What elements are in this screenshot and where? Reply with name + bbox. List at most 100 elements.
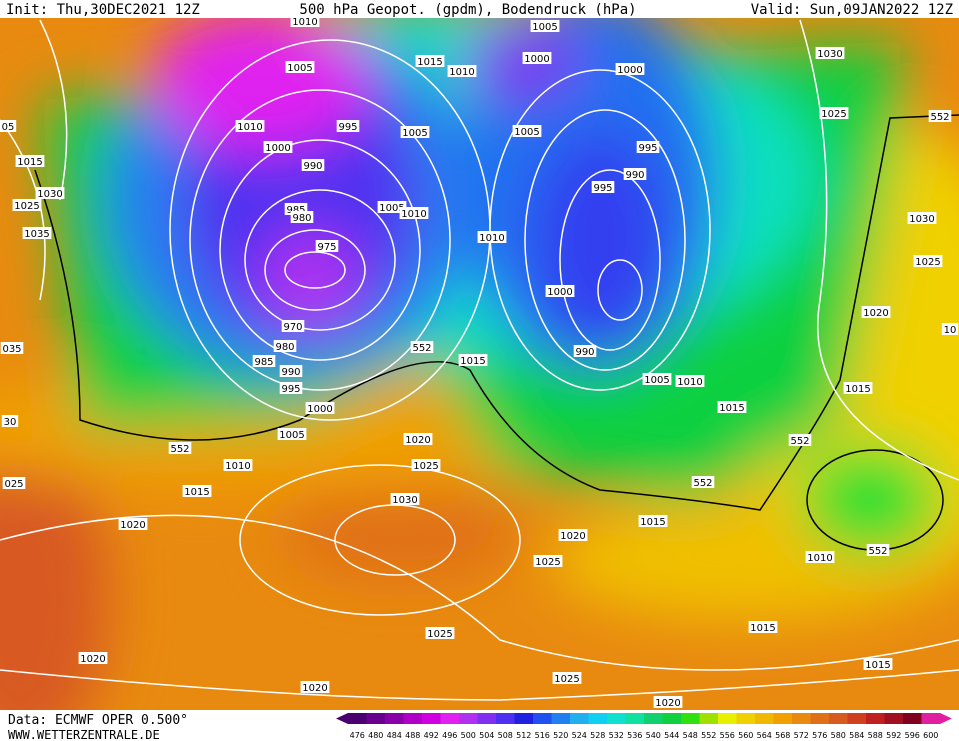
isobar-label: 970	[283, 322, 302, 333]
isobar-label: 1010	[807, 553, 832, 564]
isobar-label: 1015	[184, 487, 209, 498]
colorbar-swatch	[625, 713, 645, 724]
isobar-label: 995	[593, 183, 612, 194]
isobar-label: 1015	[845, 384, 870, 395]
isobar-label: 1005	[379, 203, 404, 214]
label-box	[863, 658, 893, 670]
label-box	[552, 672, 582, 684]
isobar-label: 990	[625, 170, 644, 181]
colorbar-label: 576	[812, 731, 827, 740]
label-box	[168, 442, 192, 454]
isobar-label: 10	[944, 325, 957, 336]
label-box	[0, 342, 24, 354]
label-box	[623, 168, 647, 180]
colorbar-swatch	[810, 713, 830, 724]
label-box	[636, 141, 660, 153]
label-box	[653, 696, 683, 708]
isobar-label: 990	[575, 347, 594, 358]
isobar-label: 552	[412, 343, 431, 354]
label-box	[573, 345, 597, 357]
colorbar-label: 500	[461, 731, 476, 740]
isobar-label: 552	[170, 444, 189, 455]
label-box	[819, 107, 849, 119]
label-box	[273, 340, 297, 352]
label-box	[675, 375, 705, 387]
label-box	[377, 201, 407, 213]
label-box	[522, 52, 552, 64]
label-box	[861, 306, 891, 318]
isobar-label: 1010	[237, 122, 262, 133]
colorbar-label: 520	[553, 731, 568, 740]
colorbar-label: 516	[535, 731, 550, 740]
isobars	[0, 19, 959, 701]
data-source: Data: ECMWF OPER 0.500°	[8, 713, 188, 728]
isobar-label: 1030	[37, 189, 62, 200]
colorbar-label: 508	[498, 731, 513, 740]
label-box	[425, 627, 455, 639]
colorbar-label: 580	[831, 731, 846, 740]
colorbar-swatch	[385, 713, 404, 724]
label-box	[336, 120, 360, 132]
isobar-label: 1010	[225, 461, 250, 472]
colorbar-swatch	[662, 713, 682, 724]
isobar-label: 1015	[640, 517, 665, 528]
isobar-label: 1025	[821, 109, 846, 120]
isobar-label: 1005	[644, 375, 669, 386]
colorbar-label: 552	[701, 731, 716, 740]
label-box	[642, 373, 672, 385]
colorbar-label: 532	[609, 731, 624, 740]
isobar-label: 1020	[863, 308, 888, 319]
isobar-label: 1015	[17, 157, 42, 168]
isobar-label: 1020	[655, 698, 680, 709]
isobar-label: 1025	[14, 201, 39, 212]
colorbar-right-arrow	[940, 713, 952, 724]
isobar-label: 30	[4, 417, 17, 428]
colorbar-swatch	[514, 713, 534, 724]
isobar-label: 552	[930, 112, 949, 123]
colorbar-swatch	[903, 713, 922, 724]
isobar-label: 1020	[405, 435, 430, 446]
label-box	[866, 544, 890, 556]
label-box	[277, 428, 307, 440]
colorbar-swatch	[884, 713, 904, 724]
isobar-label: 1025	[413, 461, 438, 472]
colorbar-swatch	[773, 713, 793, 724]
label-box	[0, 120, 17, 132]
label-box	[279, 365, 303, 377]
isobar-label: 1020	[80, 654, 105, 665]
isobar-label: 990	[281, 367, 300, 378]
label-box	[717, 401, 747, 413]
label-box	[907, 212, 937, 224]
colorbar-label: 544	[664, 731, 679, 740]
colorbar-swatch	[755, 713, 774, 724]
label-box	[118, 518, 148, 530]
label-box	[252, 355, 276, 367]
label-box	[1, 415, 19, 427]
isobar-label: 990	[303, 161, 322, 172]
colorbar-label: 504	[479, 731, 494, 740]
colorbar-swatch	[422, 713, 441, 724]
colorbar-swatch	[718, 713, 737, 724]
label-box	[530, 20, 560, 32]
isobar-label: 1005	[287, 63, 312, 74]
label-box	[558, 529, 588, 541]
isobar-label: 1035	[24, 229, 49, 240]
isobar-label: 1025	[427, 629, 452, 640]
colorbar-label: 572	[794, 731, 809, 740]
colorbar-label: 492	[424, 731, 439, 740]
colorbar-label: 584	[849, 731, 864, 740]
isobar-label: 980	[292, 213, 311, 224]
isobar-label: 1025	[915, 257, 940, 268]
colorbar-swatch	[551, 713, 571, 724]
label-box	[399, 207, 429, 219]
colorbar: 476 480 484 488 492 496 500 504 508 512 516 520 524 5…	[336, 713, 952, 740]
label-box	[315, 240, 339, 252]
isobar-label: 05	[2, 122, 15, 133]
colorbar-swatch	[570, 713, 589, 724]
isobar-label: 1005	[532, 22, 557, 33]
colorbar-label: 476	[350, 731, 365, 740]
colorbar-label: 528	[590, 731, 605, 740]
label-box	[290, 211, 314, 223]
label-box	[512, 125, 542, 137]
